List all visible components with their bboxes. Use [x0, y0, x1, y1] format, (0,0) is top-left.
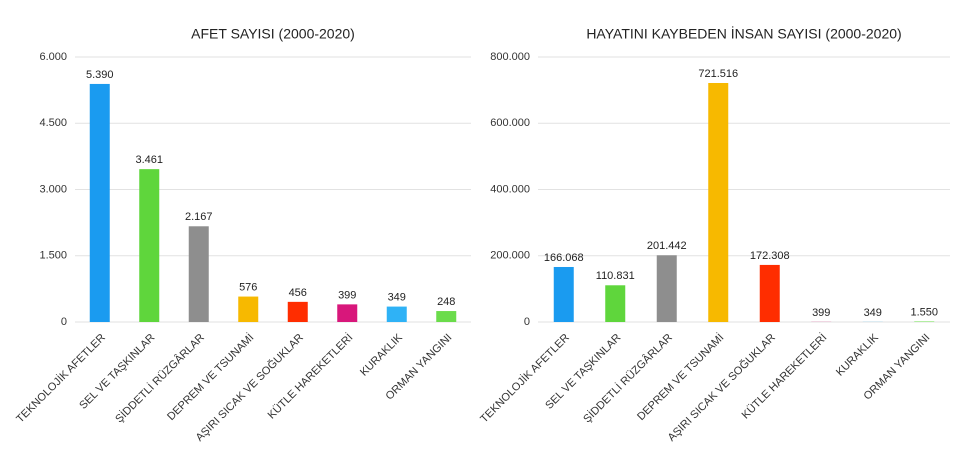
- value-label: 399: [812, 307, 830, 319]
- x-tick-label: TEKNOLOJİK AFETLER: [478, 331, 572, 425]
- y-tick-label: 600.000: [490, 117, 530, 129]
- x-tick-label: KURAKLIK: [358, 331, 405, 378]
- value-label: 201.442: [647, 240, 687, 252]
- bar: [387, 307, 407, 322]
- bar: [436, 311, 456, 322]
- y-tick-label: 4.500: [39, 117, 67, 129]
- x-tick-label: AŞIRI SICAK VE SOĞUKLAR: [665, 331, 778, 444]
- value-label: 3.461: [135, 154, 163, 166]
- value-label: 456: [289, 287, 307, 299]
- bar: [337, 304, 357, 322]
- x-tick-label: TEKNOLOJİK AFETLER: [14, 331, 108, 425]
- y-tick-label: 800.000: [490, 51, 530, 63]
- value-label: 399: [338, 289, 356, 301]
- bar: [708, 83, 728, 322]
- y-tick-label: 400.000: [490, 183, 530, 195]
- y-tick-label: 6.000: [39, 51, 67, 63]
- value-label: 248: [437, 296, 455, 308]
- x-tick-label: ŞİDDETLİ RÜZGÂRLAR: [113, 331, 207, 425]
- value-label: 172.308: [750, 250, 790, 262]
- x-tick-label: DEPREM VE TSUNAMİ: [164, 331, 256, 423]
- value-label: 1.550: [910, 306, 938, 318]
- value-label: 5.390: [86, 69, 114, 81]
- value-label: 166.068: [544, 252, 584, 264]
- x-tick-label: DEPREM VE TSUNAMİ: [634, 331, 726, 423]
- y-tick-label: 1.500: [39, 250, 67, 262]
- x-tick-label: AŞIRI SICAK VE SOĞUKLAR: [193, 331, 306, 444]
- value-label: 2.167: [185, 211, 213, 223]
- bar: [554, 267, 574, 322]
- x-tick-label: ŞİDDETLİ RÜZGÂRLAR: [581, 331, 675, 425]
- value-label: 721.516: [698, 68, 738, 80]
- bar: [288, 302, 308, 322]
- value-label: 110.831: [596, 270, 635, 282]
- value-label: 576: [239, 281, 257, 293]
- bar: [760, 265, 780, 322]
- bar: [605, 285, 625, 322]
- y-tick-label: 3.000: [39, 183, 67, 195]
- y-tick-label: 0: [61, 316, 67, 328]
- bar: [139, 169, 159, 322]
- value-label: 349: [388, 291, 406, 303]
- bar: [189, 226, 209, 322]
- value-label: 349: [864, 307, 882, 319]
- y-tick-label: 200.000: [490, 250, 530, 262]
- bar: [657, 255, 677, 322]
- bar: [90, 84, 110, 322]
- x-tick-label: KÜTLE HAREKETLERİ: [739, 331, 829, 421]
- chart-title: AFET SAYISI (2000-2020): [191, 26, 355, 42]
- y-tick-label: 0: [524, 316, 530, 328]
- chart-title: HAYATINI KAYBEDEN İNSAN SAYISI (2000-202…: [586, 25, 901, 42]
- bar: [238, 297, 258, 322]
- x-tick-label: KÜTLE HAREKETLERİ: [265, 331, 355, 421]
- bar: [914, 321, 934, 322]
- x-tick-label: KURAKLIK: [834, 331, 881, 378]
